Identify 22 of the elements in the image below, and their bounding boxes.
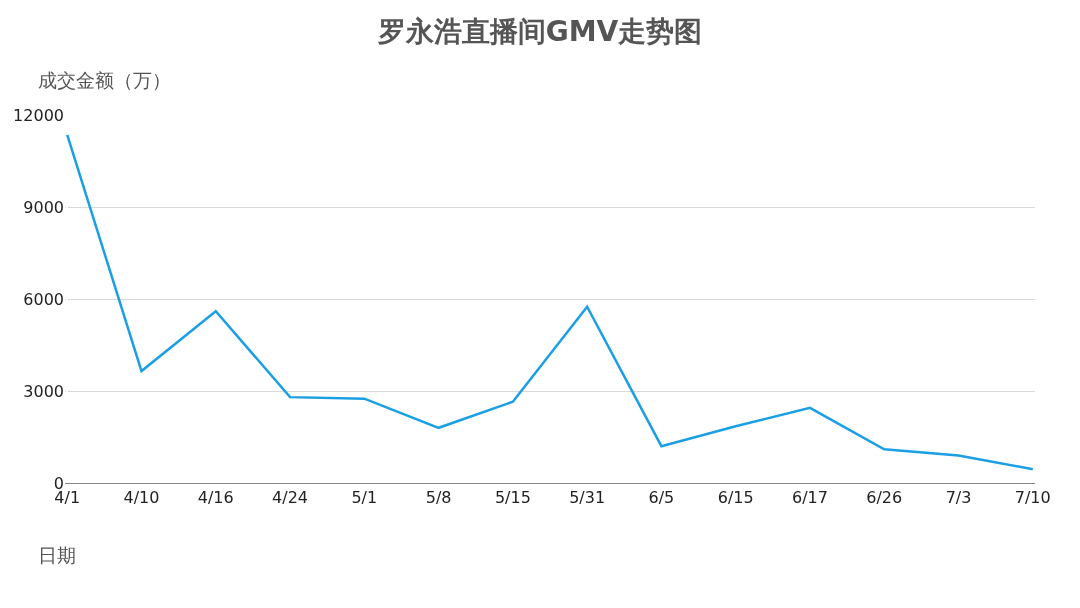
x-tick-label: 5/8 [425, 488, 452, 508]
y-tick-label: 6000 [23, 289, 64, 309]
x-tick-label: 7/10 [1014, 488, 1051, 508]
x-tick-label: 6/5 [648, 488, 675, 508]
x-tick-label: 6/17 [791, 488, 828, 508]
x-tick-label: 4/1 [54, 488, 81, 508]
x-tick-label: 4/24 [272, 488, 309, 508]
x-tick-label: 6/15 [717, 488, 754, 508]
x-axis-title: 日期 [38, 544, 76, 566]
x-tick-label: 7/3 [945, 488, 972, 508]
x-tick-label: 4/10 [123, 488, 160, 508]
chart-title: 罗永浩直播间GMV走势图 [376, 14, 703, 48]
y-tick-label: 3000 [23, 381, 64, 401]
y-axis-title: 成交金额（万） [38, 69, 171, 91]
x-tick-label: 4/16 [197, 488, 234, 508]
y-tick-label: 9000 [23, 197, 64, 217]
x-tick-label: 5/1 [351, 488, 378, 508]
x-tick-label: 5/15 [494, 488, 531, 508]
y-tick-label: 12000 [13, 105, 64, 125]
x-tick-label: 5/31 [569, 488, 606, 508]
x-tick-label: 6/26 [866, 488, 903, 508]
line-series [65, 133, 1035, 471]
